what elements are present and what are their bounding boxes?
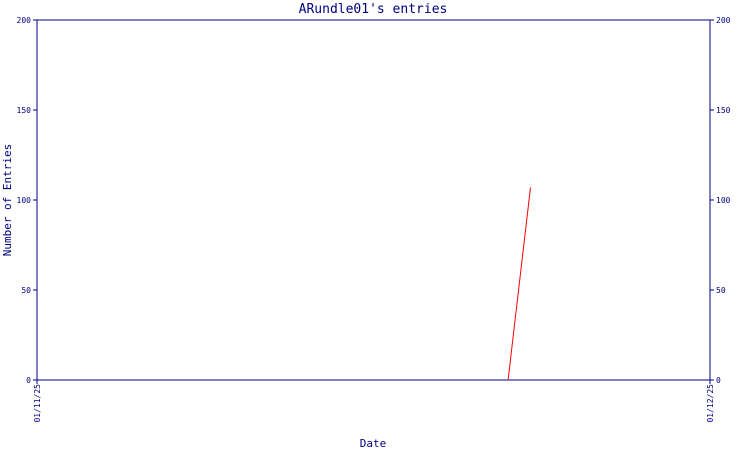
y-tick-label-left: 0	[26, 376, 31, 385]
x-tick-label: 01/12/25	[706, 384, 715, 423]
y-tick-label-left: 200	[17, 16, 32, 25]
chart-title: ARundle01's entries	[299, 2, 448, 17]
y-axis-right: 0 50 100 150 200	[710, 16, 731, 385]
y-tick-label-right: 200	[716, 16, 731, 25]
y-axis-label: Number of Entries	[1, 144, 14, 257]
plot-area	[36, 19, 711, 381]
y-tick-label-right: 0	[716, 376, 721, 385]
y-tick-label-right: 150	[716, 106, 731, 115]
y-axis-left: 0 50 100 150 200	[17, 16, 37, 385]
y-tick-label-left: 150	[17, 106, 32, 115]
x-axis-label: Date	[360, 437, 387, 450]
y-tick-label-right: 100	[716, 196, 731, 205]
y-tick-label-left: 50	[21, 286, 31, 295]
series-line	[507, 187, 531, 381]
x-axis: 01/11/25 01/12/25	[33, 380, 715, 423]
y-tick-label-right: 50	[716, 286, 726, 295]
x-tick-label: 01/11/25	[33, 384, 42, 423]
y-tick-label-left: 100	[17, 196, 32, 205]
series-layer	[507, 187, 531, 381]
